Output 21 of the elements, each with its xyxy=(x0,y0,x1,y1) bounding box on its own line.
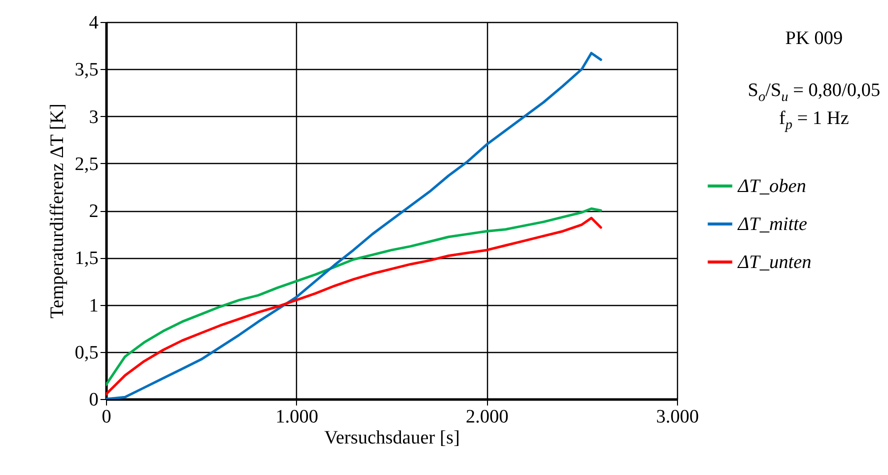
x-tick-label: 1.000 xyxy=(275,406,318,428)
x-tick-label: 2.000 xyxy=(466,406,509,428)
text: f$_{p}$ = 1 Hz xyxy=(778,108,850,134)
y-tick-label: 0 xyxy=(89,390,98,410)
y-tick-label: 2,5 xyxy=(74,154,98,175)
y-tick-label: 0,5 xyxy=(74,342,98,364)
y-tick-label: 1 xyxy=(89,295,98,316)
line-series xyxy=(106,52,602,399)
legend-label: ΔT_mitte xyxy=(737,214,808,235)
text: PK 009 xyxy=(784,28,844,50)
text: S$_{o}$/S$_{u}$ = 0,80/0,05 xyxy=(746,80,882,106)
y-tick-label: 4 xyxy=(89,12,99,34)
y-tick-label: 1,5 xyxy=(74,248,98,270)
x-axis-title: Versuchsdauer [s] xyxy=(324,428,460,448)
y-tick-label: 3 xyxy=(89,106,98,128)
y-tick-label: 3,5 xyxy=(74,60,98,81)
y-axis-title: Temperaturdifferenz ΔT [K] xyxy=(46,104,68,318)
legend-label: ΔT_oben xyxy=(737,176,806,197)
x-tick-label: 3.000 xyxy=(656,406,699,428)
legend-label: ΔT_unten xyxy=(737,252,812,273)
y-tick-label: 2 xyxy=(89,201,98,222)
